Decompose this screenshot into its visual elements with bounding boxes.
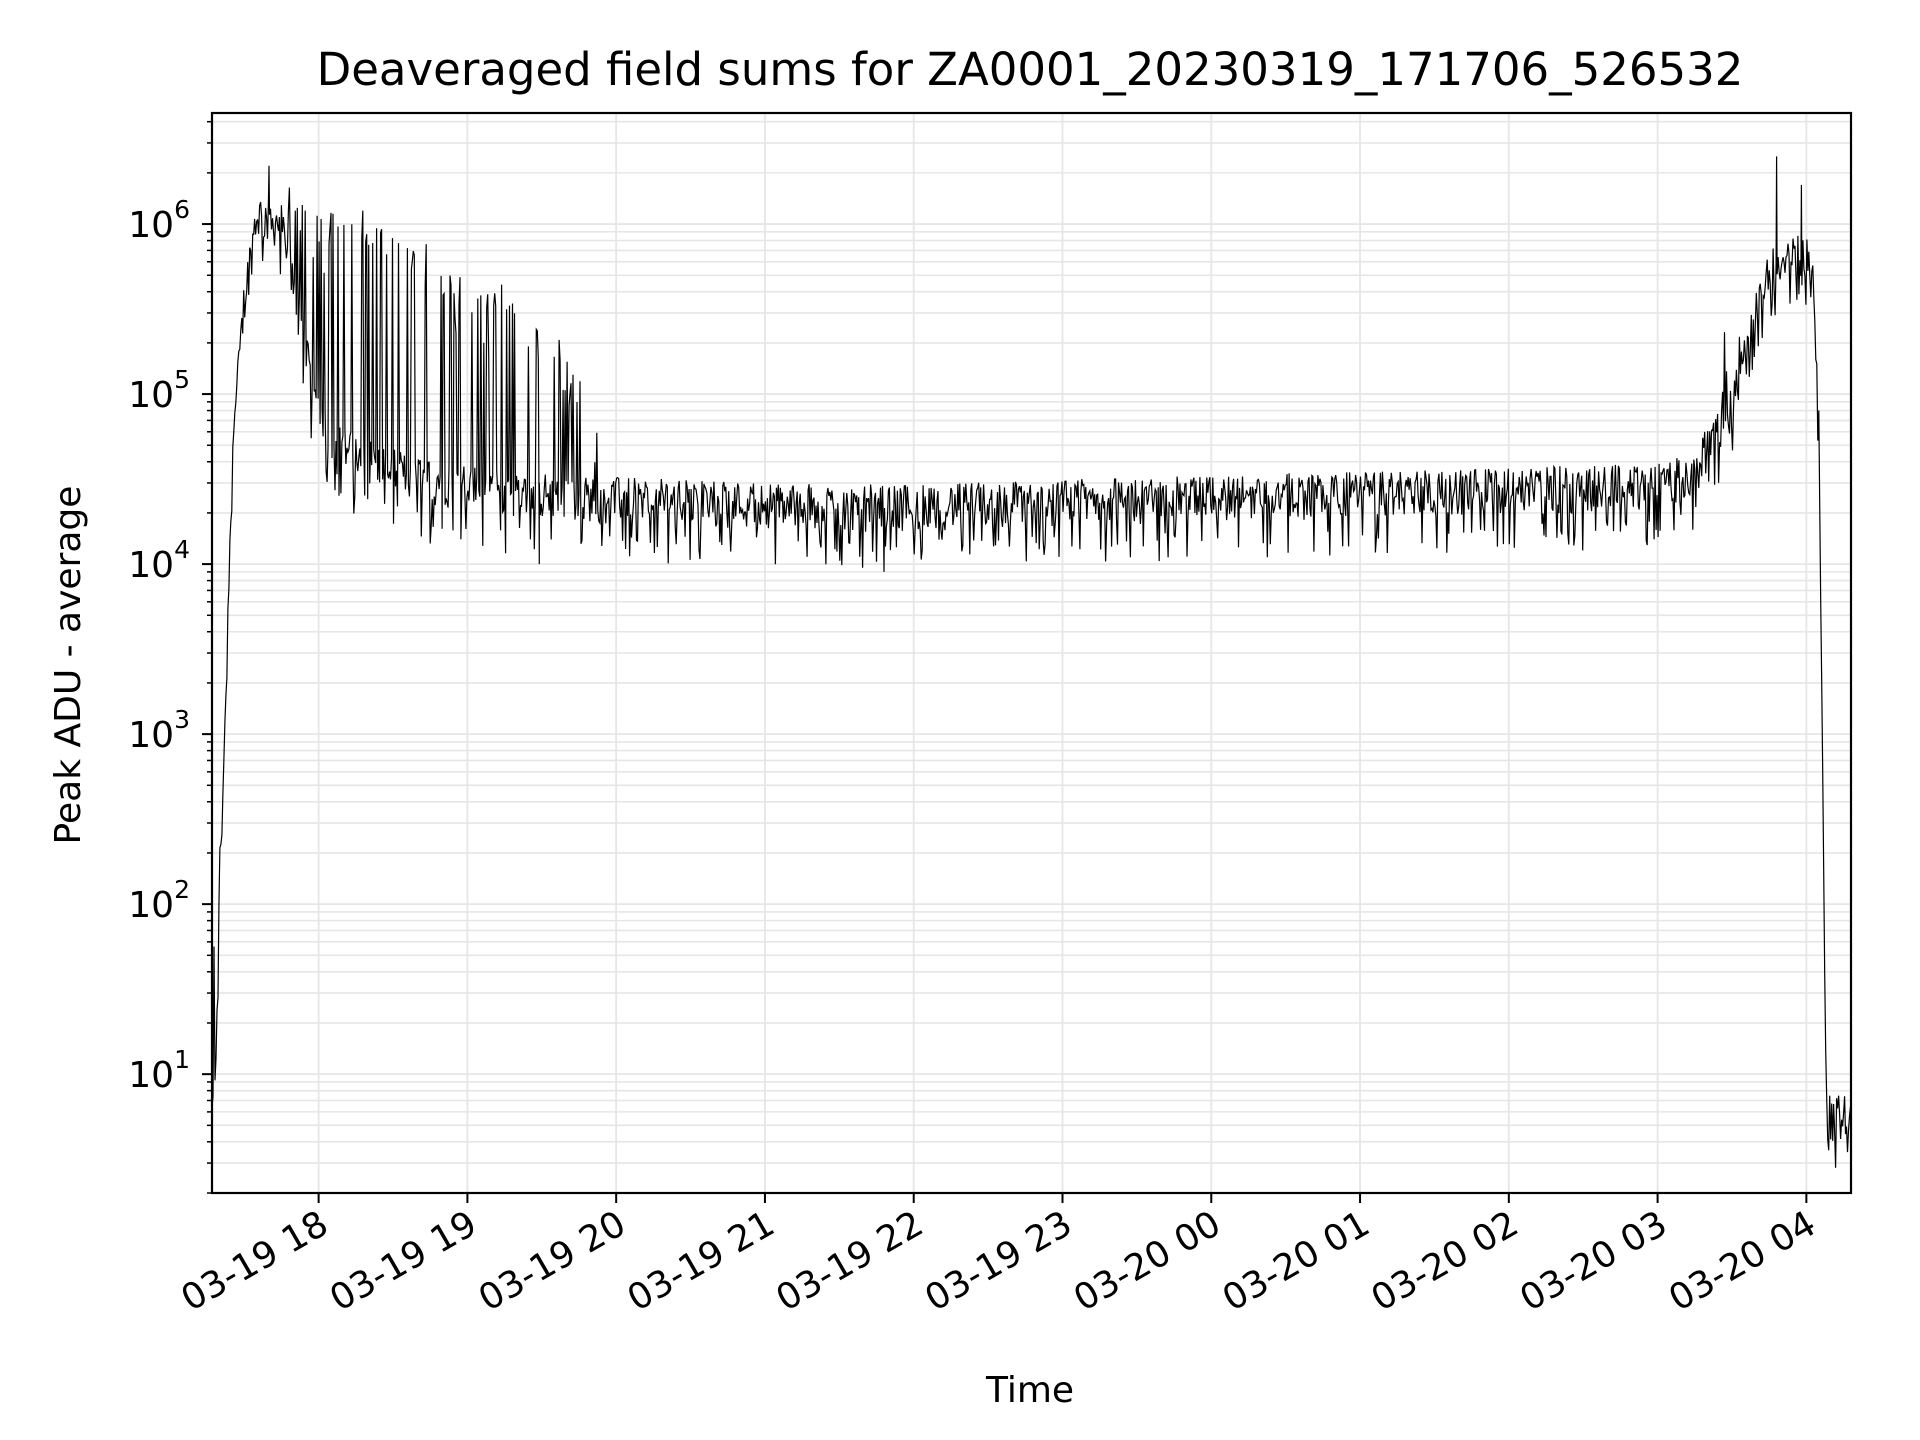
y-tick-label: 104	[128, 535, 190, 586]
y-axis-ticks: 101 102 103 104 105 106	[128, 120, 212, 1194]
series-line	[211, 156, 1852, 1168]
y-axis-label: Peak ADU - average	[48, 486, 89, 845]
series-layer	[211, 156, 1852, 1168]
y-tick-label: 101	[128, 1045, 190, 1096]
grid-minor	[212, 120, 1851, 1194]
chart-title: Deaveraged field sums for ZA0001_2023031…	[317, 43, 1744, 96]
y-tick-label: 105	[128, 365, 190, 416]
y-tick-label: 103	[128, 705, 190, 756]
y-tick-label: 102	[128, 875, 190, 926]
y-tick-label: 106	[128, 195, 190, 246]
x-axis-label: Time	[985, 1370, 1074, 1411]
